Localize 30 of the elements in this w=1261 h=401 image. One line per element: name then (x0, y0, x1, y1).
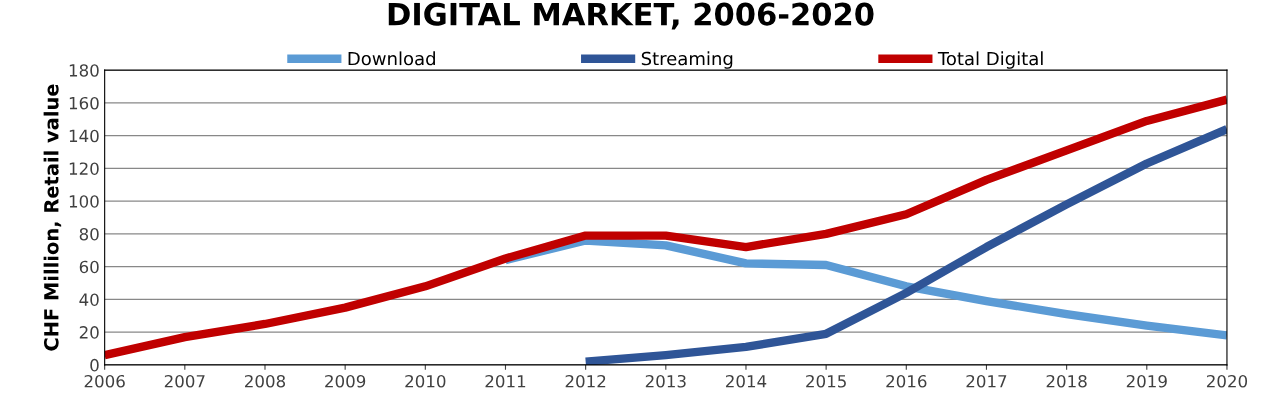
x-tick-label: 2013 (645, 374, 686, 388)
x-tick-label: 2011 (485, 374, 526, 388)
y-tick-label: 140 (69, 129, 99, 143)
x-tick-label: 2019 (1126, 374, 1167, 388)
x-tick-label: 2010 (405, 374, 446, 388)
legend-label: Streaming (641, 51, 733, 69)
y-tick-label: 180 (69, 64, 99, 77)
legend-label: Download (348, 51, 435, 66)
y-tick-label: 160 (69, 96, 99, 110)
legend-label: Total Digital (937, 51, 1043, 69)
x-tick-label: 2009 (325, 374, 366, 388)
x-tick-label: 2014 (725, 374, 767, 388)
y-tick-label: 120 (69, 162, 99, 175)
x-tick-label: 2017 (966, 374, 1007, 388)
x-tick-label: 2012 (565, 374, 606, 388)
y-tick-label: 40 (79, 293, 99, 306)
x-tick-label: 2020 (1206, 374, 1248, 388)
y-tick-label: 0 (90, 358, 99, 372)
x-tick-label: 2015 (806, 374, 846, 388)
x-tick-label: 2007 (164, 374, 205, 388)
x-tick-label: 2018 (1046, 374, 1087, 388)
chart-title: DIGITAL MARKET, 2006-2020 (388, 2, 874, 30)
y-tick-label: 80 (79, 227, 99, 241)
x-tick-label: 2008 (245, 374, 286, 388)
y-tick-label: 20 (79, 326, 99, 339)
y-tick-label: 60 (79, 260, 99, 274)
x-tick-label: 2006 (84, 374, 125, 388)
y-tick-label: 100 (69, 195, 99, 208)
y-axis-title: CHF Million, Retail value (43, 84, 62, 351)
x-tick-label: 2016 (886, 374, 927, 388)
